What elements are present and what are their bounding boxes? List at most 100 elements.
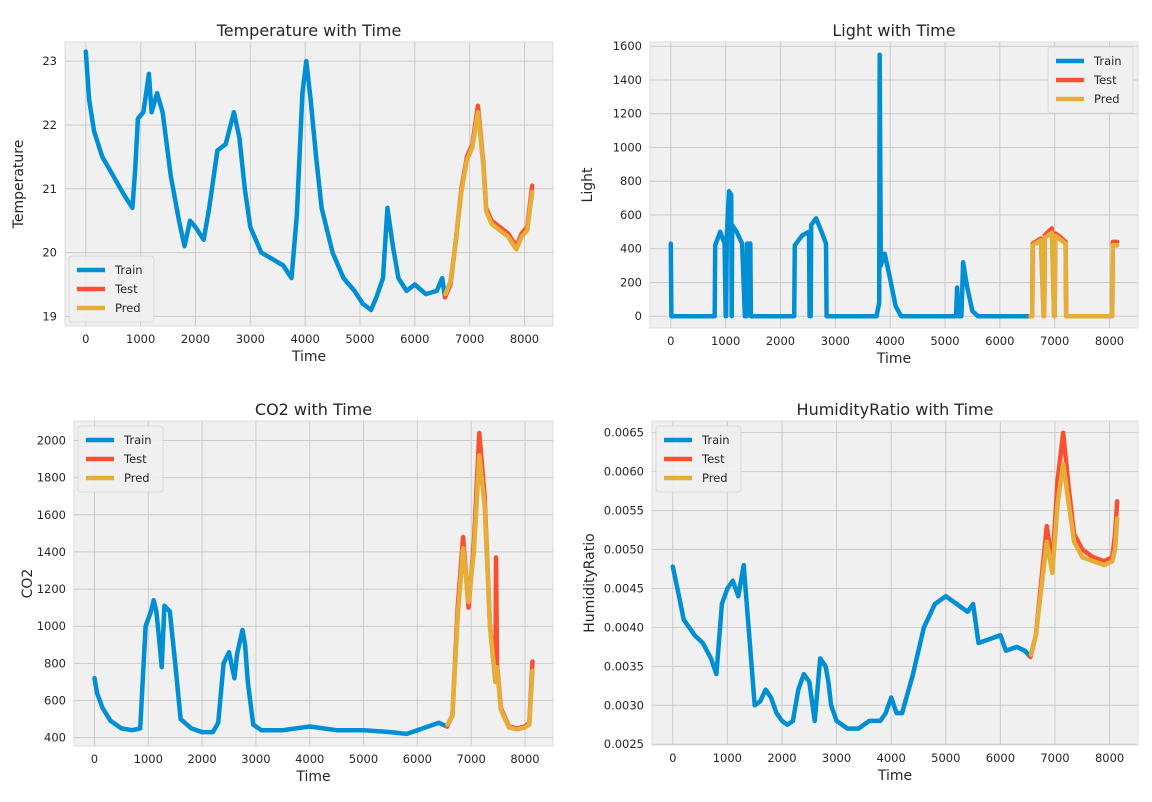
- legend-label: Pred: [124, 471, 150, 485]
- x-axis-label: Time: [291, 349, 326, 365]
- chart-title: Light with Time: [832, 21, 955, 40]
- y-tick-label: 0.0050: [604, 543, 644, 557]
- x-tick-label: 5000: [349, 752, 378, 766]
- legend-box: [77, 425, 164, 493]
- y-tick-label: 0.0045: [604, 581, 644, 595]
- y-tick-label: 1000: [613, 140, 642, 154]
- x-tick-label: 4000: [877, 751, 906, 765]
- series-line-train: [668, 52, 1033, 319]
- x-tick-label: 5000: [345, 332, 374, 346]
- x-axis-label: Time: [876, 351, 911, 367]
- x-tick-label: 8000: [1095, 751, 1124, 765]
- y-tick-label: 22: [42, 118, 57, 132]
- y-tick-label: 1000: [37, 619, 66, 633]
- y-tick-label: 23: [42, 54, 57, 68]
- x-tick-label: 8000: [510, 332, 539, 346]
- legend-label: Test: [114, 282, 138, 296]
- y-tick-label: 1800: [37, 471, 66, 485]
- y-tick-label: 600: [44, 694, 66, 708]
- legend-label: Train: [114, 263, 143, 277]
- x-axis-label: Time: [295, 769, 330, 785]
- chart-title: CO2 with Time: [255, 400, 372, 419]
- y-tick-label: 1600: [613, 39, 642, 53]
- y-tick-label: 800: [44, 656, 66, 670]
- y-axis-label: HumidityRatio: [582, 533, 598, 632]
- y-tick-label: 1200: [37, 582, 66, 596]
- legend-label: Test: [1093, 73, 1117, 87]
- legend-label: Train: [123, 433, 152, 447]
- legend: Train Test Pred: [68, 255, 155, 323]
- x-tick-label: 8000: [1095, 334, 1124, 348]
- x-tick-label: 0: [667, 334, 674, 348]
- y-tick-label: 1400: [613, 73, 642, 87]
- x-tick-label: 4000: [295, 752, 324, 766]
- legend-label: Train: [701, 433, 730, 447]
- legend-label: Test: [123, 452, 147, 466]
- x-tick-label: 1000: [134, 752, 163, 766]
- series-line-pred: [443, 109, 535, 297]
- x-tick-label: 7000: [1040, 751, 1069, 765]
- x-tick-label: 1000: [713, 751, 742, 765]
- x-tick-label: 3000: [822, 751, 851, 765]
- legend-label: Pred: [702, 471, 728, 485]
- legend: Train Test Pred: [655, 425, 742, 493]
- x-tick-label: 5000: [930, 334, 959, 348]
- x-tick-label: 4000: [291, 332, 320, 346]
- y-tick-label: 800: [620, 174, 642, 188]
- legend-label: Pred: [115, 301, 141, 315]
- y-tick-label: 2000: [37, 434, 66, 448]
- x-tick-label: 0: [669, 751, 676, 765]
- series-line-train: [670, 562, 1033, 731]
- x-axis-label: Time: [877, 768, 912, 784]
- light-chart: 0 1000 2000 3000 4000 5000 6000 7000 8000 0 200 400…: [580, 21, 1139, 367]
- legend-box: [1047, 46, 1134, 114]
- series-line-train: [83, 49, 448, 313]
- series-line-pred: [445, 453, 535, 732]
- legend-box: [68, 255, 155, 323]
- y-tick-label: 0.0040: [604, 620, 644, 634]
- y-tick-label: 0.0065: [604, 426, 644, 440]
- y-tick-label: 200: [620, 275, 642, 289]
- x-tick-label: 1000: [126, 332, 155, 346]
- y-tick-label: 400: [620, 242, 642, 256]
- legend-box: [655, 425, 742, 493]
- x-tick-label: 4000: [876, 334, 905, 348]
- chart-title: Temperature with Time: [216, 21, 402, 40]
- x-tick-label: 2000: [766, 334, 795, 348]
- x-tick-label: 5000: [931, 751, 960, 765]
- y-tick-label: 1400: [37, 545, 66, 559]
- x-tick-label: 2000: [767, 751, 796, 765]
- series-line-pred: [1028, 461, 1120, 657]
- y-tick-label: 0.0025: [604, 737, 644, 751]
- y-axis-label: Light: [580, 167, 596, 202]
- y-tick-label: 1200: [613, 107, 642, 121]
- y-tick-label: 19: [42, 309, 57, 323]
- x-tick-label: 6000: [403, 752, 432, 766]
- x-tick-label: 6000: [985, 334, 1014, 348]
- x-tick-label: 3000: [241, 752, 270, 766]
- series-line-pred: [1028, 230, 1120, 319]
- legend-label: Test: [701, 452, 725, 466]
- y-tick-label: 600: [620, 208, 642, 222]
- humidity-ratio-chart: 0 1000 2000 3000 4000 5000 6000 7000 8000 0.0025 0…: [582, 400, 1139, 784]
- y-tick-label: 0.0060: [604, 465, 644, 479]
- x-tick-label: 6000: [400, 332, 429, 346]
- y-tick-label: 0.0055: [604, 504, 644, 518]
- legend: Train Test Pred: [1047, 46, 1134, 114]
- x-tick-label: 0: [82, 332, 89, 346]
- x-tick-label: 2000: [181, 332, 210, 346]
- temperature-chart: 0 1000 2000 3000 4000 5000 6000 7000 8000 19 20 21 2…: [11, 21, 554, 365]
- x-tick-label: 1000: [711, 334, 740, 348]
- x-tick-label: 8000: [510, 752, 539, 766]
- legend-label: Pred: [1094, 92, 1120, 106]
- x-tick-label: 3000: [821, 334, 850, 348]
- x-tick-label: 6000: [986, 751, 1015, 765]
- x-tick-label: 3000: [236, 332, 265, 346]
- y-axis-label: Temperature: [11, 140, 27, 230]
- legend-label: Train: [1093, 54, 1122, 68]
- y-tick-label: 0.0030: [604, 698, 644, 712]
- x-tick-label: 2000: [187, 752, 216, 766]
- x-tick-label: 7000: [457, 752, 486, 766]
- legend: Train Test Pred: [77, 425, 164, 493]
